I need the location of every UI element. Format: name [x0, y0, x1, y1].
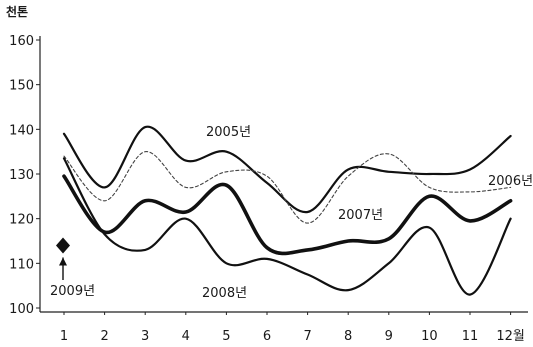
series-3-label: 2008년	[202, 286, 247, 301]
series-labels: 2005년 2006년 2007년 2008년 2009년	[50, 125, 533, 301]
series-2009-arrow-head	[59, 257, 67, 266]
x-tick-label: 4	[182, 329, 190, 344]
y-tick-label: 120	[9, 213, 34, 228]
series-0-label: 2005년	[206, 125, 251, 140]
x-tick-label: 6	[263, 329, 271, 344]
series-2-label: 2007년	[338, 208, 383, 223]
series-layer	[56, 125, 513, 296]
x-tick-label: 7	[303, 329, 311, 344]
series-1-line	[63, 151, 512, 224]
x-tick-label: 3	[141, 329, 149, 344]
y-tick-label: 160	[9, 34, 34, 49]
x-tick-label: 8	[344, 329, 352, 344]
series-3-line	[62, 157, 512, 296]
x-tick-label: 1	[60, 329, 68, 344]
x-tick-label: 11	[462, 329, 479, 344]
y-axis-unit-label: 천톤	[6, 4, 28, 19]
y-tick-label: 100	[9, 302, 34, 317]
x-tick-label: 12월	[496, 329, 525, 344]
y-tick-label: 150	[9, 79, 34, 94]
y-tick-label: 110	[9, 257, 34, 272]
x-tick-label: 2	[100, 329, 108, 344]
series-4-label: 2009년	[50, 284, 95, 299]
series-0-line	[62, 125, 512, 214]
x-tick-label: 9	[385, 329, 393, 344]
x-tick-label: 10	[421, 329, 438, 344]
y-tick-label: 130	[9, 168, 34, 183]
chart-axes: 100 110 120 130 140 150 160 1 2 3 4 5 6 7 8 9 10 11 12월	[9, 34, 528, 344]
series-2009-diamond-marker	[56, 237, 70, 254]
series-1-label: 2006년	[488, 174, 533, 189]
x-tick-label: 5	[222, 329, 230, 344]
series-2-line	[62, 174, 513, 256]
y-tick-label: 140	[9, 123, 34, 138]
